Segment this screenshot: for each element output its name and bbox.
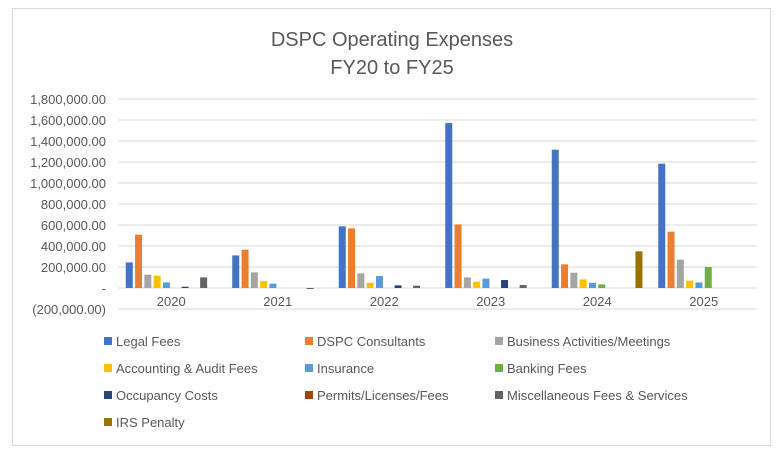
bar-insurance-2020 — [162, 282, 170, 288]
y-tick-label: 400,000.00 — [41, 239, 106, 254]
bar-insurance-2021 — [269, 283, 277, 288]
x-tick-label: 2025 — [689, 294, 718, 309]
bar-insurance-2023 — [482, 278, 490, 288]
bar-accounting-audit-fees-2021 — [260, 280, 268, 288]
y-tick-label: 200,000.00 — [41, 260, 106, 275]
y-tick-label: 1,400,000.00 — [30, 134, 106, 149]
bar-dspc-consultants-2021 — [241, 249, 249, 288]
bar-legal-fees-2023 — [445, 123, 453, 288]
chart-title-line-2: FY20 to FY25 — [330, 57, 453, 79]
bar-business-activities-meetings-2025 — [676, 259, 684, 288]
y-tick-label: 1,800,000.00 — [30, 92, 106, 107]
legend-label: DSPC Consultants — [317, 334, 426, 349]
bar-accounting-audit-fees-2024 — [579, 279, 587, 288]
legend-swatch — [495, 391, 503, 399]
chart-frame — [12, 8, 771, 446]
bar-dspc-consultants-2023 — [454, 224, 462, 288]
legend-label: Occupancy Costs — [116, 388, 218, 403]
bar-business-activities-meetings-2021 — [250, 272, 258, 288]
legend-swatch — [104, 418, 112, 426]
x-tick-label: 2022 — [370, 294, 399, 309]
bar-insurance-2025 — [695, 282, 703, 288]
bar-insurance-2022 — [375, 276, 383, 288]
bar-miscellaneous-fees-services-2022 — [413, 285, 421, 288]
bar-dspc-consultants-2020 — [135, 234, 143, 288]
bar-legal-fees-2025 — [658, 163, 666, 288]
bar-business-activities-meetings-2020 — [144, 274, 152, 288]
bar-accounting-audit-fees-2025 — [686, 280, 694, 288]
legend-label: IRS Penalty — [116, 415, 185, 430]
x-tick-label: 2020 — [157, 294, 186, 309]
bar-legal-fees-2020 — [125, 262, 133, 288]
bar-banking-fees-2024 — [598, 284, 606, 288]
bar-legal-fees-2022 — [338, 226, 346, 288]
legend-label: Legal Fees — [116, 334, 181, 349]
legend-swatch — [104, 337, 112, 345]
legend-swatch — [495, 364, 503, 372]
y-tick-label: 1,200,000.00 — [30, 155, 106, 170]
bar-occupancy-costs-2023 — [501, 280, 509, 288]
y-tick-label: 1,000,000.00 — [30, 176, 106, 191]
legend-swatch — [104, 364, 112, 372]
bar-irs-penalty-2024 — [635, 251, 643, 288]
y-tick-label: 600,000.00 — [41, 218, 106, 233]
legend-swatch — [104, 391, 112, 399]
legend-label: Business Activities/Meetings — [507, 334, 671, 349]
bar-legal-fees-2024 — [551, 149, 559, 288]
chart-title-line-1: DSPC Operating Expenses — [271, 29, 513, 51]
bar-dspc-consultants-2022 — [348, 228, 356, 288]
legend-swatch — [305, 337, 313, 345]
legend-label: Permits/Licenses/Fees — [317, 388, 449, 403]
bar-occupancy-costs-2020 — [181, 286, 189, 288]
bar-dspc-consultants-2024 — [561, 264, 569, 288]
bar-business-activities-meetings-2024 — [570, 272, 578, 288]
bar-insurance-2024 — [588, 282, 596, 288]
bar-occupancy-costs-2022 — [394, 285, 402, 288]
x-tick-label: 2021 — [263, 294, 292, 309]
bar-accounting-audit-fees-2020 — [153, 275, 161, 288]
legend-swatch — [305, 364, 313, 372]
bar-miscellaneous-fees-services-2021 — [306, 288, 314, 289]
y-tick-label: - — [102, 281, 106, 296]
y-tick-label: 800,000.00 — [41, 197, 106, 212]
legend-swatch — [305, 391, 313, 399]
bar-miscellaneous-fees-services-2023 — [519, 284, 527, 288]
legend-swatch — [495, 337, 503, 345]
y-tick-label: (200,000.00) — [32, 302, 106, 317]
bar-accounting-audit-fees-2023 — [473, 281, 481, 288]
y-tick-label: 1,600,000.00 — [30, 113, 106, 128]
bar-business-activities-meetings-2023 — [463, 277, 471, 288]
legend-label: Accounting & Audit Fees — [116, 361, 258, 376]
bar-accounting-audit-fees-2022 — [366, 282, 374, 288]
bar-business-activities-meetings-2022 — [357, 273, 365, 288]
bar-dspc-consultants-2025 — [667, 231, 675, 288]
x-tick-label: 2023 — [476, 294, 505, 309]
bar-miscellaneous-fees-services-2020 — [200, 277, 208, 288]
legend-label: Insurance — [317, 361, 374, 376]
legend-label: Miscellaneous Fees & Services — [507, 388, 688, 403]
bar-legal-fees-2021 — [232, 255, 240, 288]
x-tick-label: 2024 — [583, 294, 612, 309]
legend-label: Banking Fees — [507, 361, 587, 376]
bar-banking-fees-2025 — [704, 267, 712, 288]
